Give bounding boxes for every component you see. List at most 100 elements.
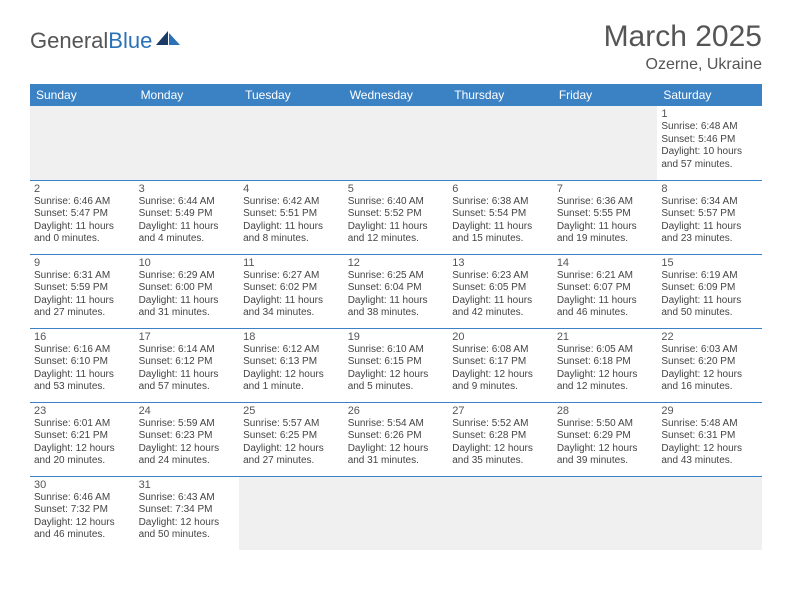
sunset-text: Sunset: 6:29 PM (557, 430, 654, 443)
sunrise-text: Sunrise: 6:42 AM (243, 196, 340, 209)
day-number: 15 (661, 257, 758, 269)
sunrise-text: Sunrise: 6:16 AM (34, 344, 131, 357)
daylight-text: Daylight: 12 hours and 20 minutes. (34, 443, 131, 468)
daylight-text: Daylight: 12 hours and 1 minute. (243, 369, 340, 394)
day-number: 24 (139, 405, 236, 417)
sunset-text: Sunset: 6:31 PM (661, 430, 758, 443)
calendar-day: 24Sunrise: 5:59 AMSunset: 6:23 PMDayligh… (135, 402, 240, 476)
sunset-text: Sunset: 6:28 PM (452, 430, 549, 443)
sunrise-text: Sunrise: 6:05 AM (557, 344, 654, 357)
sunset-text: Sunset: 6:20 PM (661, 356, 758, 369)
day-number: 17 (139, 331, 236, 343)
sunrise-text: Sunrise: 6:46 AM (34, 492, 131, 505)
daylight-text: Daylight: 11 hours and 27 minutes. (34, 295, 131, 320)
calendar-day: 1Sunrise: 6:48 AMSunset: 5:46 PMDaylight… (657, 106, 762, 180)
sunrise-text: Sunrise: 5:48 AM (661, 418, 758, 431)
daylight-text: Daylight: 11 hours and 0 minutes. (34, 221, 131, 246)
daylight-text: Daylight: 12 hours and 39 minutes. (557, 443, 654, 468)
day-number: 8 (661, 183, 758, 195)
calendar-day-blank (239, 476, 344, 550)
daylight-text: Daylight: 12 hours and 24 minutes. (139, 443, 236, 468)
sunset-text: Sunset: 6:17 PM (452, 356, 549, 369)
sunset-text: Sunset: 7:34 PM (139, 504, 236, 517)
sunrise-text: Sunrise: 6:38 AM (452, 196, 549, 209)
sunrise-text: Sunrise: 6:08 AM (452, 344, 549, 357)
calendar-head: SundayMondayTuesdayWednesdayThursdayFrid… (30, 84, 762, 106)
calendar-week: 23Sunrise: 6:01 AMSunset: 6:21 PMDayligh… (30, 402, 762, 476)
calendar-table: SundayMondayTuesdayWednesdayThursdayFrid… (30, 84, 762, 550)
calendar-day: 28Sunrise: 5:50 AMSunset: 6:29 PMDayligh… (553, 402, 658, 476)
calendar-day: 30Sunrise: 6:46 AMSunset: 7:32 PMDayligh… (30, 476, 135, 550)
calendar-day: 3Sunrise: 6:44 AMSunset: 5:49 PMDaylight… (135, 180, 240, 254)
sunset-text: Sunset: 5:46 PM (661, 134, 758, 147)
calendar-day: 21Sunrise: 6:05 AMSunset: 6:18 PMDayligh… (553, 328, 658, 402)
daylight-text: Daylight: 12 hours and 5 minutes. (348, 369, 445, 394)
daylight-text: Daylight: 11 hours and 15 minutes. (452, 221, 549, 246)
brand-part2: Blue (108, 28, 152, 53)
sunset-text: Sunset: 6:00 PM (139, 282, 236, 295)
sunset-text: Sunset: 5:57 PM (661, 208, 758, 221)
calendar-week: 9Sunrise: 6:31 AMSunset: 5:59 PMDaylight… (30, 254, 762, 328)
sunrise-text: Sunrise: 6:43 AM (139, 492, 236, 505)
page-header: GeneralBlue March 2025 Ozerne, Ukraine (30, 20, 762, 74)
sunrise-text: Sunrise: 6:46 AM (34, 196, 131, 209)
weekday-header: Wednesday (344, 84, 449, 106)
location-label: Ozerne, Ukraine (604, 56, 762, 74)
day-number: 23 (34, 405, 131, 417)
sunrise-text: Sunrise: 6:44 AM (139, 196, 236, 209)
title-block: March 2025 Ozerne, Ukraine (604, 20, 762, 74)
daylight-text: Daylight: 12 hours and 12 minutes. (557, 369, 654, 394)
daylight-text: Daylight: 11 hours and 19 minutes. (557, 221, 654, 246)
sunrise-text: Sunrise: 5:59 AM (139, 418, 236, 431)
weekday-header: Tuesday (239, 84, 344, 106)
day-number: 31 (139, 479, 236, 491)
sunrise-text: Sunrise: 5:54 AM (348, 418, 445, 431)
calendar-day: 13Sunrise: 6:23 AMSunset: 6:05 PMDayligh… (448, 254, 553, 328)
month-title: March 2025 (604, 20, 762, 54)
weekday-header: Sunday (30, 84, 135, 106)
daylight-text: Daylight: 12 hours and 43 minutes. (661, 443, 758, 468)
sunset-text: Sunset: 6:13 PM (243, 356, 340, 369)
day-number: 22 (661, 331, 758, 343)
calendar-day: 6Sunrise: 6:38 AMSunset: 5:54 PMDaylight… (448, 180, 553, 254)
daylight-text: Daylight: 11 hours and 46 minutes. (557, 295, 654, 320)
calendar-day: 22Sunrise: 6:03 AMSunset: 6:20 PMDayligh… (657, 328, 762, 402)
calendar-day: 2Sunrise: 6:46 AMSunset: 5:47 PMDaylight… (30, 180, 135, 254)
daylight-text: Daylight: 11 hours and 4 minutes. (139, 221, 236, 246)
daylight-text: Daylight: 11 hours and 42 minutes. (452, 295, 549, 320)
sunrise-text: Sunrise: 6:01 AM (34, 418, 131, 431)
sunrise-text: Sunrise: 6:12 AM (243, 344, 340, 357)
daylight-text: Daylight: 12 hours and 16 minutes. (661, 369, 758, 394)
day-number: 28 (557, 405, 654, 417)
sunrise-text: Sunrise: 6:48 AM (661, 121, 758, 134)
daylight-text: Daylight: 12 hours and 27 minutes. (243, 443, 340, 468)
calendar-week: 16Sunrise: 6:16 AMSunset: 6:10 PMDayligh… (30, 328, 762, 402)
sunset-text: Sunset: 6:21 PM (34, 430, 131, 443)
day-number: 20 (452, 331, 549, 343)
calendar-body: 1Sunrise: 6:48 AMSunset: 5:46 PMDaylight… (30, 106, 762, 550)
calendar-day: 25Sunrise: 5:57 AMSunset: 6:25 PMDayligh… (239, 402, 344, 476)
weekday-row: SundayMondayTuesdayWednesdayThursdayFrid… (30, 84, 762, 106)
sunset-text: Sunset: 5:59 PM (34, 282, 131, 295)
calendar-day-blank (553, 106, 658, 180)
calendar-day: 27Sunrise: 5:52 AMSunset: 6:28 PMDayligh… (448, 402, 553, 476)
calendar-day-blank (448, 106, 553, 180)
daylight-text: Daylight: 11 hours and 57 minutes. (139, 369, 236, 394)
calendar-day: 16Sunrise: 6:16 AMSunset: 6:10 PMDayligh… (30, 328, 135, 402)
daylight-text: Daylight: 11 hours and 38 minutes. (348, 295, 445, 320)
sunset-text: Sunset: 6:07 PM (557, 282, 654, 295)
day-number: 10 (139, 257, 236, 269)
sunrise-text: Sunrise: 6:03 AM (661, 344, 758, 357)
calendar-day-blank (344, 476, 449, 550)
day-number: 30 (34, 479, 131, 491)
calendar-week: 2Sunrise: 6:46 AMSunset: 5:47 PMDaylight… (30, 180, 762, 254)
day-number: 14 (557, 257, 654, 269)
sail-icon (154, 29, 182, 54)
sunset-text: Sunset: 7:32 PM (34, 504, 131, 517)
sunrise-text: Sunrise: 6:23 AM (452, 270, 549, 283)
calendar-day: 11Sunrise: 6:27 AMSunset: 6:02 PMDayligh… (239, 254, 344, 328)
daylight-text: Daylight: 12 hours and 35 minutes. (452, 443, 549, 468)
calendar-day: 17Sunrise: 6:14 AMSunset: 6:12 PMDayligh… (135, 328, 240, 402)
sunset-text: Sunset: 6:02 PM (243, 282, 340, 295)
day-number: 7 (557, 183, 654, 195)
